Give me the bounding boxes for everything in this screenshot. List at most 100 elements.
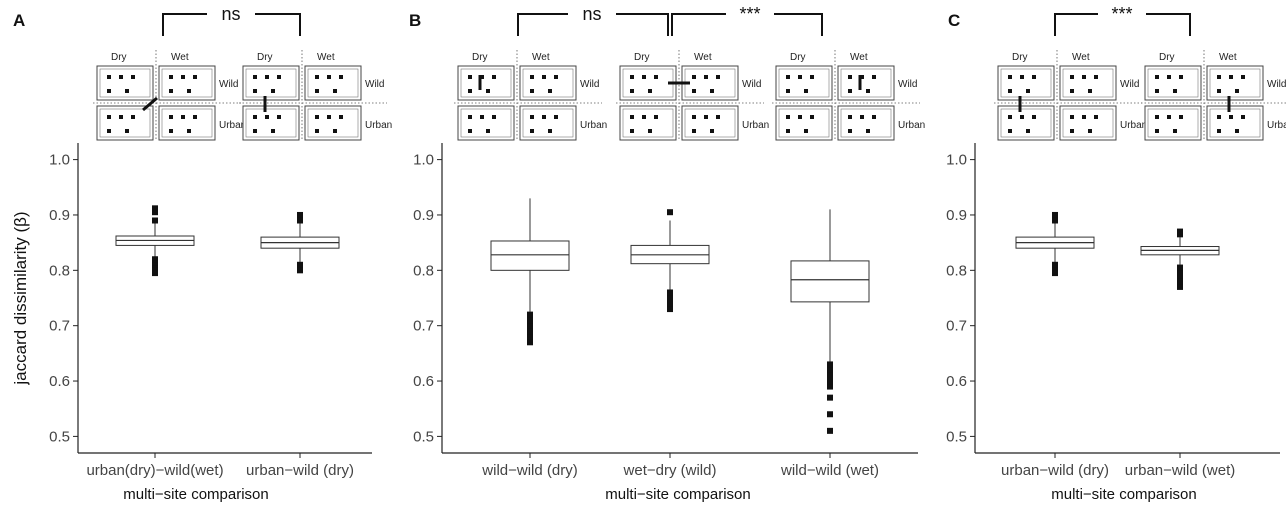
site-cell-inner (307, 68, 359, 98)
site-marker (486, 89, 490, 93)
site-marker (530, 75, 534, 79)
column-label-wet: Wet (532, 52, 550, 63)
site-marker (710, 89, 714, 93)
site-cell-inner (99, 108, 151, 138)
site-marker (860, 75, 864, 79)
site-marker (1020, 75, 1024, 79)
site-marker (786, 115, 790, 119)
y-tick-label: 1.0 (413, 152, 434, 169)
column-label-wet: Wet (850, 52, 868, 63)
site-marker (187, 89, 191, 93)
outlier-point (827, 378, 833, 385)
site-marker (1167, 115, 1171, 119)
site-marker (327, 75, 331, 79)
site-marker (542, 115, 546, 119)
y-tick-label: 0.6 (946, 373, 967, 390)
site-cell-inner (245, 68, 297, 98)
site-marker (1179, 115, 1183, 119)
y-tick-label: 0.5 (946, 428, 967, 445)
site-marker (654, 75, 658, 79)
site-marker (253, 89, 257, 93)
outlier-point (667, 300, 673, 307)
outlier-point (1052, 261, 1058, 268)
site-cell-inner (840, 68, 892, 98)
site-cell (837, 105, 895, 141)
y-tick-label: 0.8 (49, 262, 70, 279)
bracket-line (517, 13, 669, 36)
site-marker (125, 129, 129, 133)
site-cell (1059, 65, 1117, 101)
outlier-point (1177, 283, 1183, 290)
site-marker (265, 115, 269, 119)
outlier-point (827, 372, 833, 379)
site-cell (681, 65, 739, 101)
outlier-point (527, 322, 533, 329)
site-marker (315, 129, 319, 133)
site-cell-inner (460, 108, 512, 138)
panel-label: A (13, 11, 25, 30)
design-thumbnail: Dry Wet Wild Urban (994, 50, 1147, 141)
outlier-point (667, 295, 673, 301)
site-cell-inner (245, 108, 297, 138)
y-tick-label: 0.7 (49, 318, 70, 335)
site-cell (681, 105, 739, 141)
significance-label: *** (1111, 4, 1132, 24)
site-marker (872, 115, 876, 119)
y-tick-label: 0.9 (413, 207, 434, 224)
row-label-urban: Urban (365, 120, 392, 131)
row-label-urban: Urban (219, 120, 246, 131)
site-marker (1217, 129, 1221, 133)
site-marker (848, 89, 852, 93)
box-2 (1140, 228, 1220, 290)
site-marker (131, 75, 135, 79)
site-cell-inner (778, 68, 830, 98)
site-marker (315, 89, 319, 93)
site-marker (193, 75, 197, 79)
site-cell (1206, 105, 1264, 141)
column-label-dry: Dry (1159, 52, 1175, 63)
site-marker (271, 129, 275, 133)
outlier-point (297, 211, 303, 218)
site-cell (1059, 105, 1117, 141)
outlier-point (827, 366, 833, 373)
site-marker (554, 115, 558, 119)
site-marker (265, 75, 269, 79)
column-label-dry: Dry (634, 52, 650, 63)
site-marker (169, 115, 173, 119)
site-marker (131, 115, 135, 119)
site-cell-inner (522, 108, 574, 138)
site-marker (253, 129, 257, 133)
outlier-point (152, 205, 158, 212)
site-marker (277, 115, 281, 119)
outlier-point (527, 317, 533, 324)
site-cell-inner (840, 108, 892, 138)
panel-label: C (948, 11, 960, 30)
site-marker (315, 115, 319, 119)
site-marker (333, 129, 337, 133)
site-marker (810, 75, 814, 79)
site-cell-inner (778, 108, 830, 138)
site-marker (642, 75, 646, 79)
column-label-dry: Dry (790, 52, 806, 63)
y-axis-label: jaccard dissimilarity (β) (11, 211, 30, 385)
box-2 (630, 209, 710, 313)
row-label-wild: Wild (1120, 79, 1139, 90)
outlier-point (827, 394, 833, 401)
site-marker (692, 129, 696, 133)
outlier-point (527, 333, 533, 340)
site-marker (169, 129, 173, 133)
site-cell (1144, 65, 1202, 101)
outlier-point (1052, 267, 1058, 274)
site-marker (339, 75, 343, 79)
site-cell (775, 65, 833, 101)
site-marker (554, 75, 558, 79)
design-thumbnail: Dry Wet Wild Urban (1141, 50, 1286, 141)
row-label-urban: Urban (742, 120, 769, 131)
site-marker (187, 129, 191, 133)
outlier-point (827, 427, 833, 434)
site-marker (710, 129, 714, 133)
site-marker (315, 75, 319, 79)
y-tick-label: 0.8 (946, 262, 967, 279)
